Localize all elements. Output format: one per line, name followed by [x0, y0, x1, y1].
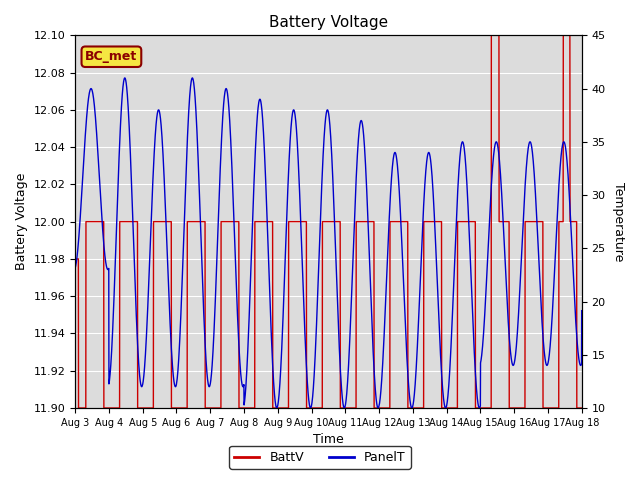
X-axis label: Time: Time: [313, 433, 344, 446]
Y-axis label: Battery Voltage: Battery Voltage: [15, 173, 28, 270]
Y-axis label: Temperature: Temperature: [612, 182, 625, 261]
Title: Battery Voltage: Battery Voltage: [269, 15, 388, 30]
Legend: BattV, PanelT: BattV, PanelT: [229, 446, 411, 469]
Text: BC_met: BC_met: [85, 50, 138, 63]
